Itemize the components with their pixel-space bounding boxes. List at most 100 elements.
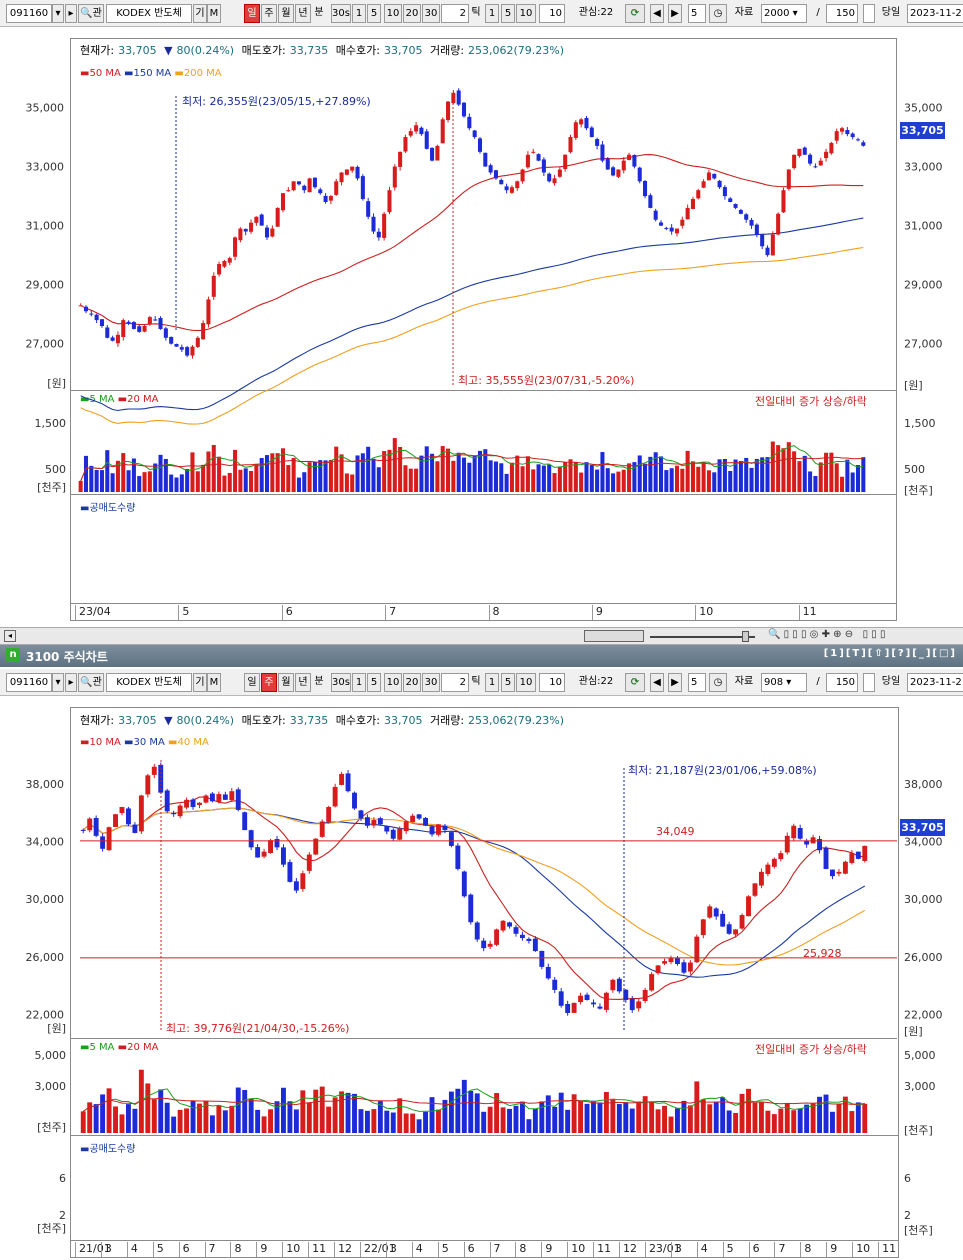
period-year-button[interactable]: 년 (295, 4, 311, 23)
today-label: 당일 (881, 7, 901, 18)
volume-bar (429, 1097, 435, 1133)
period-week-button[interactable]: 주 (261, 4, 277, 23)
candle-body (861, 142, 866, 146)
price-tick-left: 35,000 (26, 102, 65, 115)
m-button[interactable]: M (207, 4, 221, 23)
stock-code-input[interactable]: 091160 (6, 4, 52, 23)
volume-bar (355, 455, 360, 492)
tick-custom-input-2[interactable]: 10 (539, 673, 565, 692)
gi-button-2[interactable]: 기 (193, 673, 207, 692)
prev-icon[interactable]: ◀ (650, 4, 664, 23)
candle-body (177, 805, 183, 817)
chart-scrollbar[interactable]: ◂ 🔍 ▯ ▯ ▯ ◎ ✚ ⊕ ⊖ ▯ ▯ ▯ (0, 627, 963, 645)
min-20-button-2[interactable]: 20 (403, 673, 421, 692)
stock-code-input-2[interactable]: 091160 (6, 673, 52, 692)
search-icon[interactable]: 🔍관 (78, 4, 104, 23)
volume-bar (472, 455, 477, 492)
period-year-button-2[interactable]: 년 (295, 673, 311, 692)
volume-bar (861, 457, 866, 492)
code-dropdown-button-2[interactable]: ▾ (52, 673, 64, 692)
min-1-button-2[interactable]: 1 (352, 673, 366, 692)
30s-button[interactable]: 30s (331, 4, 351, 23)
today-checkbox[interactable] (863, 4, 875, 23)
count-input[interactable]: 5 (688, 4, 706, 23)
tick-input-2[interactable]: 2 (441, 673, 469, 692)
clock-icon-2[interactable]: ◷ (709, 673, 727, 692)
today-checkbox-2[interactable] (863, 673, 875, 692)
candle-body (605, 158, 610, 170)
refresh-icon[interactable]: ⟳ (625, 4, 645, 23)
vol-ma20-line (80, 453, 864, 482)
next-icon-2[interactable]: ▶ (668, 673, 682, 692)
high-annotation-1: 최고: 35,555원(23/07/31,-5.20%) (458, 374, 635, 387)
search-icon-2[interactable]: 🔍관 (78, 673, 104, 692)
period-day-button[interactable]: 일 (244, 4, 260, 23)
candle-body (110, 337, 115, 341)
vol-tick-1500: 1,500 (34, 417, 67, 430)
min-10-button[interactable]: 10 (384, 4, 402, 23)
count-input-2[interactable]: 5 (688, 673, 706, 692)
tick-10-button-2[interactable]: 10 (516, 673, 536, 692)
candle-body (621, 160, 626, 171)
range-input[interactable]: 150 (826, 4, 858, 23)
volume-bar (552, 473, 557, 492)
volume-bar (440, 446, 445, 492)
30s-button-2[interactable]: 30s (331, 673, 351, 692)
volume-bar (174, 477, 179, 492)
data-count-select[interactable]: 2000 ▾ (761, 4, 807, 23)
candle-body (746, 896, 751, 917)
candle-body (616, 978, 622, 992)
tick-1-button-2[interactable]: 1 (485, 673, 499, 692)
data-count-select-2[interactable]: 908 ▾ (761, 673, 807, 692)
prev-icon-2[interactable]: ◀ (650, 673, 664, 692)
candle-body (722, 187, 727, 197)
period-month-button-2[interactable]: 월 (278, 673, 294, 692)
next-arrow-button-2[interactable]: ▸ (65, 673, 77, 692)
volume-bar (201, 464, 206, 492)
window-controls[interactable]: [1][T][⇧][?][_][□] (823, 648, 957, 659)
min-1-button[interactable]: 1 (352, 4, 366, 23)
min-30-button[interactable]: 30 (422, 4, 440, 23)
candle-body (408, 131, 413, 136)
candle-body (235, 789, 241, 810)
min-5-button[interactable]: 5 (367, 4, 381, 23)
candle-body (578, 995, 584, 1003)
window-titlebar: n 3100 주식차트 [1][T][⇧][?][_][□] (0, 645, 963, 667)
tick-5-button-2[interactable]: 5 (501, 673, 515, 692)
volume-bar (366, 446, 371, 492)
candle-body (344, 169, 349, 175)
candle-body (382, 213, 387, 238)
min-10-button-2[interactable]: 10 (384, 673, 402, 692)
tick-10-button[interactable]: 10 (516, 4, 536, 23)
gi-button[interactable]: 기 (193, 4, 207, 23)
date-input-2[interactable]: 2023-11-2 (907, 673, 963, 692)
date-input[interactable]: 2023-11-2 (907, 4, 963, 23)
volume-bar (563, 462, 568, 492)
period-month-button[interactable]: 월 (278, 4, 294, 23)
candle-body (319, 821, 325, 837)
range-input-2[interactable]: 150 (826, 673, 858, 692)
code-dropdown-button[interactable]: ▾ (52, 4, 64, 23)
tick-custom-input[interactable]: 10 (539, 4, 565, 23)
tick-5-button[interactable]: 5 (501, 4, 515, 23)
candle-body (163, 328, 168, 338)
min-5-button-2[interactable]: 5 (367, 673, 381, 692)
min-20-button[interactable]: 20 (403, 4, 421, 23)
volume-bar (829, 452, 834, 492)
refresh-icon-2[interactable]: ⟳ (625, 673, 645, 692)
candle-body (701, 181, 706, 188)
period-week-button-2[interactable]: 주 (261, 673, 277, 692)
m-button-2[interactable]: M (207, 673, 221, 692)
candle-body (355, 166, 360, 179)
tick-input[interactable]: 2 (441, 4, 469, 23)
clock-icon[interactable]: ◷ (709, 4, 727, 23)
next-arrow-button[interactable]: ▸ (65, 4, 77, 23)
period-day-button-2[interactable]: 일 (244, 673, 260, 692)
tick-1-button[interactable]: 1 (485, 4, 499, 23)
volume-bar (840, 476, 845, 492)
volume-bar (332, 1097, 338, 1133)
volume-bar (611, 473, 616, 492)
min-30-button-2[interactable]: 30 (422, 673, 440, 692)
next-icon[interactable]: ▶ (668, 4, 682, 23)
volume-bar (376, 467, 381, 492)
